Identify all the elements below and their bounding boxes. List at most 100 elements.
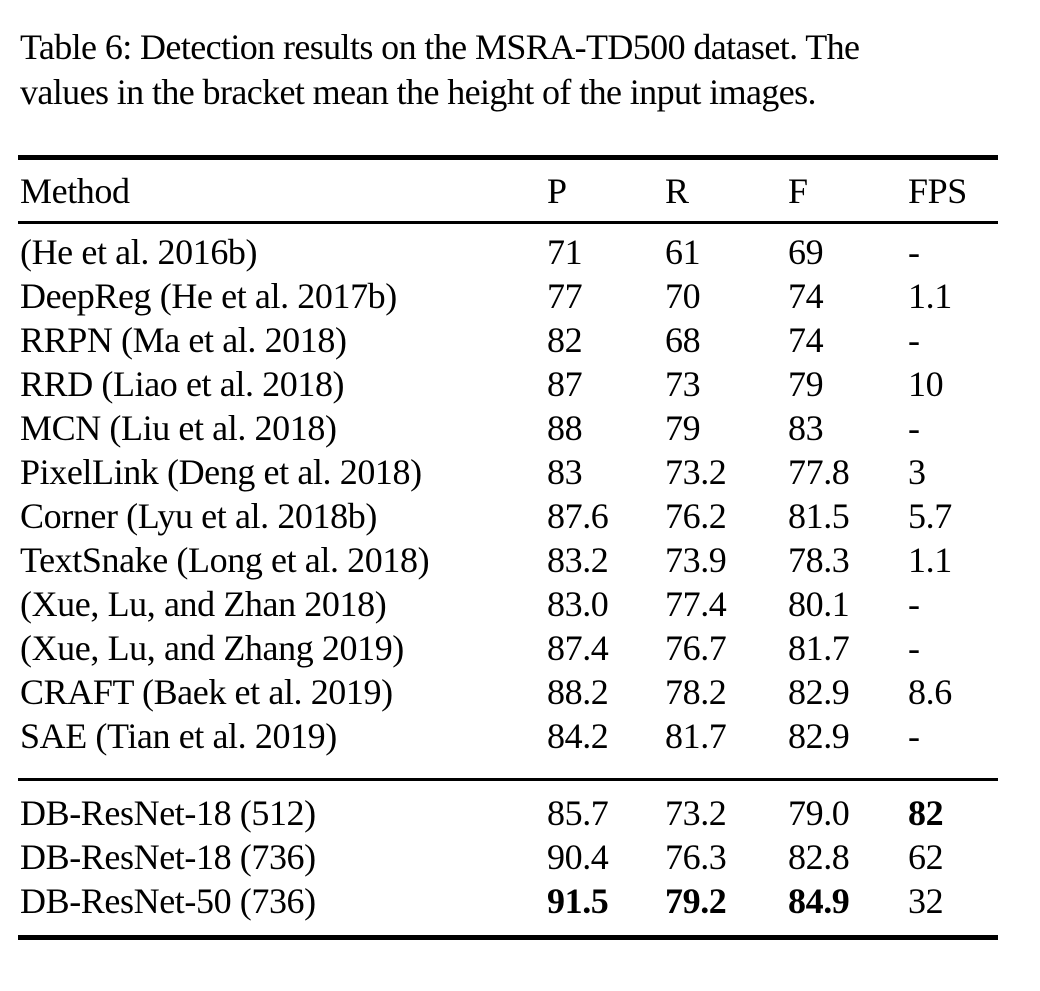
table-row: (Xue, Lu, and Zhan 2018) 83.0 77.4 80.1 … xyxy=(18,582,998,626)
fps-cell: 3 xyxy=(908,452,926,492)
recall-cell: 76.2 xyxy=(665,496,727,536)
fps-cell: 82 xyxy=(908,793,944,833)
precision-cell: 90.4 xyxy=(547,837,609,877)
fmeasure-cell: 74 xyxy=(788,320,824,360)
precision-cell: 77 xyxy=(547,276,583,316)
table-row: RRD (Liao et al. 2018) 87 73 79 10 xyxy=(18,362,998,406)
fps-cell: 1.1 xyxy=(908,540,952,580)
method-cell: SAE (Tian et al. 2019) xyxy=(20,716,337,756)
method-cell: PixelLink (Deng et al. 2018) xyxy=(20,452,422,492)
fmeasure-cell: 74 xyxy=(788,276,824,316)
method-cell: MCN (Liu et al. 2018) xyxy=(20,408,337,448)
caption-line-1: Table 6: Detection results on the MSRA-T… xyxy=(20,27,860,67)
column-header-method: Method xyxy=(20,171,130,211)
method-cell: RRPN (Ma et al. 2018) xyxy=(20,320,347,360)
fps-cell: 10 xyxy=(908,364,944,404)
fps-cell: - xyxy=(908,716,920,756)
column-header-fps: FPS xyxy=(908,171,967,211)
column-header-r: R xyxy=(665,171,689,211)
recall-cell: 73.9 xyxy=(665,540,727,580)
precision-cell: 85.7 xyxy=(547,793,609,833)
fps-cell: - xyxy=(908,320,920,360)
fmeasure-cell: 82.8 xyxy=(788,837,850,877)
table-row: DeepReg (He et al. 2017b) 77 70 74 1.1 xyxy=(18,274,998,318)
method-cell: DB-ResNet-50 (736) xyxy=(20,881,316,921)
fmeasure-cell: 79 xyxy=(788,364,824,404)
comparison-methods-section: (He et al. 2016b) 71 61 69 - DeepReg (He… xyxy=(18,224,998,778)
method-cell: RRD (Liao et al. 2018) xyxy=(20,364,345,404)
recall-cell: 79 xyxy=(665,408,701,448)
table-row: Corner (Lyu et al. 2018b) 87.6 76.2 81.5… xyxy=(18,494,998,538)
column-header-p: P xyxy=(547,171,567,211)
recall-cell: 73.2 xyxy=(665,452,727,492)
fmeasure-cell: 81.7 xyxy=(788,628,850,668)
recall-cell: 81.7 xyxy=(665,716,727,756)
precision-cell: 83.2 xyxy=(547,540,609,580)
table-row: (He et al. 2016b) 71 61 69 - xyxy=(18,230,998,274)
recall-cell: 61 xyxy=(665,232,701,272)
table-row: PixelLink (Deng et al. 2018) 83 73.2 77.… xyxy=(18,450,998,494)
caption-line-2: values in the bracket mean the height of… xyxy=(20,72,817,112)
fmeasure-cell: 80.1 xyxy=(788,584,850,624)
recall-cell: 68 xyxy=(665,320,701,360)
recall-cell: 78.2 xyxy=(665,672,727,712)
method-cell: DeepReg (He et al. 2017b) xyxy=(20,276,397,316)
fmeasure-cell: 78.3 xyxy=(788,540,850,580)
fps-cell: 32 xyxy=(908,881,944,921)
fmeasure-cell: 81.5 xyxy=(788,496,850,536)
method-cell: DB-ResNet-18 (512) xyxy=(20,793,316,833)
fmeasure-cell: 83 xyxy=(788,408,824,448)
fps-cell: 62 xyxy=(908,837,944,877)
section-divider-rule xyxy=(18,778,998,781)
precision-cell: 87.6 xyxy=(547,496,609,536)
fps-cell: 1.1 xyxy=(908,276,952,316)
recall-cell: 77.4 xyxy=(665,584,727,624)
precision-cell: 84.2 xyxy=(547,716,609,756)
method-cell: CRAFT (Baek et al. 2019) xyxy=(20,672,393,712)
fmeasure-cell: 79.0 xyxy=(788,793,850,833)
recall-cell: 70 xyxy=(665,276,701,316)
results-table: Method P R F FPS (He et al. 2016b) 71 61… xyxy=(18,155,998,940)
fmeasure-cell: 69 xyxy=(788,232,824,272)
fps-cell: - xyxy=(908,584,920,624)
method-cell: (Xue, Lu, and Zhang 2019) xyxy=(20,628,404,668)
table-header-row: Method P R F FPS xyxy=(18,160,998,221)
recall-cell: 76.7 xyxy=(665,628,727,668)
recall-cell: 76.3 xyxy=(665,837,727,877)
fmeasure-cell: 82.9 xyxy=(788,716,850,756)
precision-cell: 87 xyxy=(547,364,583,404)
header-rule xyxy=(18,221,998,224)
precision-cell: 88 xyxy=(547,408,583,448)
fps-cell: 8.6 xyxy=(908,672,952,712)
method-cell: TextSnake (Long et al. 2018) xyxy=(20,540,430,580)
precision-cell: 87.4 xyxy=(547,628,609,668)
table-row: DB-ResNet-18 (512) 85.7 73.2 79.0 82 xyxy=(18,791,998,835)
method-cell: DB-ResNet-18 (736) xyxy=(20,837,316,877)
table-caption: Table 6: Detection results on the MSRA-T… xyxy=(20,25,1025,115)
precision-cell: 88.2 xyxy=(547,672,609,712)
precision-cell: 83 xyxy=(547,452,583,492)
precision-cell: 71 xyxy=(547,232,583,272)
method-cell: (He et al. 2016b) xyxy=(20,232,258,272)
recall-cell: 73 xyxy=(665,364,701,404)
recall-cell: 73.2 xyxy=(665,793,727,833)
method-cell: Corner (Lyu et al. 2018b) xyxy=(20,496,377,536)
precision-cell: 82 xyxy=(547,320,583,360)
column-header-f: F xyxy=(788,171,808,211)
fps-cell: - xyxy=(908,628,920,668)
fps-cell: - xyxy=(908,408,920,448)
table-row: (Xue, Lu, and Zhang 2019) 87.4 76.7 81.7… xyxy=(18,626,998,670)
table-row: SAE (Tian et al. 2019) 84.2 81.7 82.9 - xyxy=(18,714,998,758)
fmeasure-cell: 84.9 xyxy=(788,881,850,921)
fps-cell: 5.7 xyxy=(908,496,952,536)
table-row: DB-ResNet-50 (736) 91.5 79.2 84.9 32 xyxy=(18,879,998,923)
method-cell: (Xue, Lu, and Zhan 2018) xyxy=(20,584,387,624)
precision-cell: 91.5 xyxy=(547,881,609,921)
top-rule xyxy=(18,155,998,160)
table-row: TextSnake (Long et al. 2018) 83.2 73.9 7… xyxy=(18,538,998,582)
table-row: CRAFT (Baek et al. 2019) 88.2 78.2 82.9 … xyxy=(18,670,998,714)
fmeasure-cell: 82.9 xyxy=(788,672,850,712)
db-methods-section: DB-ResNet-18 (512) 85.7 73.2 79.0 82 DB-… xyxy=(18,781,998,935)
recall-cell: 79.2 xyxy=(665,881,727,921)
table-row: RRPN (Ma et al. 2018) 82 68 74 - xyxy=(18,318,998,362)
